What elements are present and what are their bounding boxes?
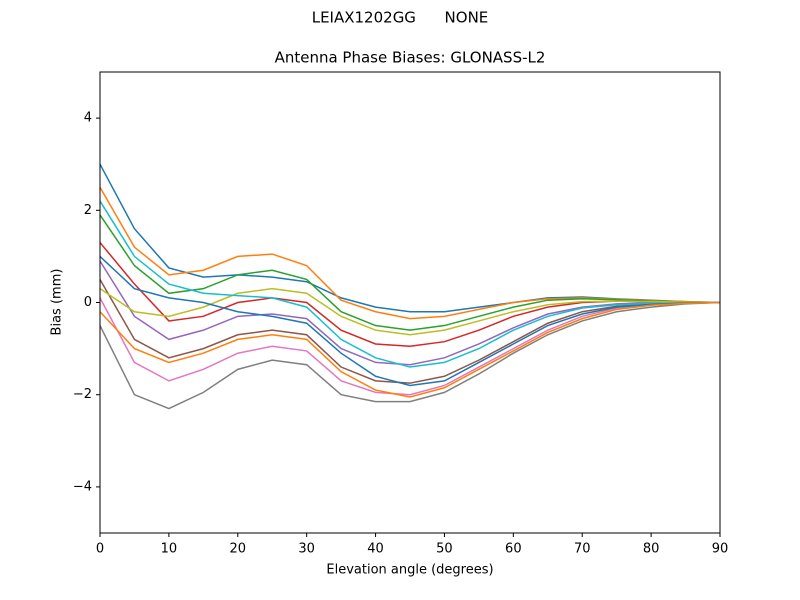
y-tick-label: 4 [84, 111, 92, 126]
series-line [99, 214, 721, 331]
x-tick-label: 10 [161, 542, 178, 557]
plot-area [99, 163, 721, 410]
x-tick-label: 80 [643, 542, 660, 557]
series-line [99, 301, 721, 398]
series-line [99, 260, 720, 366]
suptitle: LEIAX1202GG NONE [312, 9, 489, 27]
x-tick-label: 50 [436, 542, 453, 557]
x-tick-label: 30 [298, 542, 315, 557]
x-tick-label: 40 [367, 542, 384, 557]
x-tick-label: 0 [96, 542, 104, 557]
x-tick-label: 70 [574, 542, 591, 557]
series-line [99, 287, 721, 336]
x-axis-label: Elevation angle (degrees) [326, 563, 493, 578]
x-tick-label: 60 [505, 542, 522, 557]
series-line [99, 279, 721, 384]
series-line [99, 301, 721, 410]
y-axis-label: Bias (mm) [50, 269, 65, 336]
y-tick-label: 2 [84, 203, 92, 218]
x-tick-label: 20 [230, 542, 247, 557]
x-tick-label: 90 [712, 542, 729, 557]
series-line [99, 297, 721, 396]
y-tick-label: −4 [73, 479, 92, 494]
series-line [99, 255, 721, 387]
y-tick-label: −2 [73, 387, 92, 402]
y-tick-label: 0 [84, 295, 92, 310]
series-line [99, 200, 721, 368]
chart-title: Antenna Phase Biases: GLONASS-L2 [275, 49, 546, 67]
